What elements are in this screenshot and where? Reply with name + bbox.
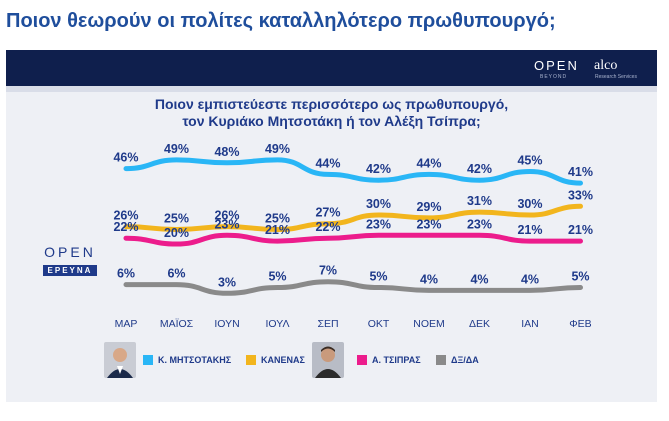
- x-tick-label-2: ΙΟΥΝ: [214, 318, 239, 330]
- data-label-kanenas-4: 27%: [315, 206, 340, 220]
- data-label-kanenas-9: 33%: [568, 188, 593, 202]
- data-label-mitsotakis-9: 41%: [568, 165, 593, 179]
- alco-logo-sub: Research Services: [595, 74, 637, 80]
- x-tick-label-0: ΜΑΡ: [115, 318, 138, 330]
- data-label-mitsotakis-0: 46%: [113, 151, 138, 165]
- data-label-kanenas-5: 30%: [366, 197, 391, 211]
- data-label-mitsotakis-6: 44%: [416, 156, 441, 170]
- data-label-tsipras-7: 23%: [467, 217, 492, 231]
- mitsotakis-photo: [104, 342, 136, 378]
- panel-header-bar: [6, 50, 657, 86]
- x-tick-label-4: ΣΕΠ: [317, 318, 338, 330]
- series-line-dkda: [123, 279, 583, 296]
- data-label-dkda-3: 5%: [268, 270, 286, 284]
- data-label-mitsotakis-7: 42%: [467, 162, 492, 176]
- open-erevna-logo: OPEN ΕΡΕΥΝΑ: [40, 244, 100, 278]
- open-erevna-logo-text: OPEN: [44, 244, 96, 260]
- data-label-tsipras-6: 23%: [416, 217, 441, 231]
- data-label-tsipras-0: 22%: [113, 220, 138, 234]
- series-line-tsipras: [123, 232, 583, 247]
- series-line-kanenas: [123, 203, 583, 233]
- data-label-dkda-7: 4%: [470, 272, 488, 286]
- data-label-kanenas-8: 30%: [517, 197, 542, 211]
- data-label-tsipras-3: 21%: [265, 223, 290, 237]
- data-label-dkda-1: 6%: [167, 267, 185, 281]
- legend-label-dkda: ΔΞ/ΔΑ: [451, 355, 479, 365]
- data-label-mitsotakis-3: 49%: [265, 142, 290, 156]
- page-title: Ποιον θεωρούν οι πολίτες καταλληλότερο π…: [6, 10, 556, 32]
- panel-header-stripe: [6, 86, 657, 92]
- data-label-tsipras-9: 21%: [568, 223, 593, 237]
- data-label-tsipras-2: 23%: [214, 217, 239, 231]
- chart-legend: Κ. ΜΗΤΣΟΤΑΚΗΣ ΚΑΝΕΝΑΣ Α. ΤΣΙΠΡΑΣ ΔΞ/ΔΑ: [0, 340, 669, 380]
- open-beyond-logo: OPEN: [534, 58, 579, 73]
- data-label-kanenas-3: 25%: [265, 212, 290, 226]
- data-label-tsipras-8: 21%: [517, 223, 542, 237]
- data-label-mitsotakis-2: 48%: [214, 145, 239, 159]
- chart-title: Ποιον εμπιστεύεστε περισσότερο ως πρωθυπ…: [154, 96, 509, 112]
- chart-subtitle: τον Κυριάκο Μητσοτάκη ή τον Αλέξη Τσίπρα…: [182, 113, 481, 129]
- x-tick-label-9: ΦΕΒ: [569, 318, 591, 330]
- data-label-dkda-8: 4%: [521, 272, 539, 286]
- legend-label-mitsotakis: Κ. ΜΗΤΣΟΤΑΚΗΣ: [158, 355, 232, 365]
- x-tick-label-3: ΙΟΥΛ: [266, 318, 290, 330]
- data-label-kanenas-2: 26%: [214, 209, 239, 223]
- series-line-mitsotakis: [123, 157, 583, 186]
- data-label-mitsotakis-4: 44%: [315, 156, 340, 170]
- x-tick-label-7: ΔΕΚ: [469, 318, 490, 330]
- data-label-tsipras-4: 22%: [315, 220, 340, 234]
- legend-swatch-kanenas: [246, 355, 256, 365]
- data-label-tsipras-5: 23%: [366, 217, 391, 231]
- legend-label-tsipras: Α. ΤΣΙΠΡΑΣ: [372, 355, 421, 365]
- alco-logo: alco: [594, 58, 618, 73]
- x-tick-label-5: ΟΚΤ: [368, 318, 390, 330]
- data-label-mitsotakis-8: 45%: [517, 154, 542, 168]
- legend-item-dkda: ΔΞ/ΔΑ: [436, 355, 479, 365]
- data-label-kanenas-0: 26%: [113, 209, 138, 223]
- x-tick-label-1: ΜΑΪΟΣ: [160, 318, 194, 330]
- open-beyond-logo-sub: BEYOND: [540, 74, 568, 80]
- legend-swatch-mitsotakis: [143, 355, 153, 365]
- legend-item-kanenas: ΚΑΝΕΝΑΣ: [246, 355, 305, 365]
- legend-label-kanenas: ΚΑΝΕΝΑΣ: [261, 355, 305, 365]
- data-label-kanenas-6: 29%: [416, 200, 441, 214]
- data-label-kanenas-1: 25%: [164, 212, 189, 226]
- data-label-mitsotakis-5: 42%: [366, 162, 391, 176]
- data-label-kanenas-7: 31%: [467, 194, 492, 208]
- data-label-tsipras-1: 20%: [164, 226, 189, 240]
- data-label-dkda-0: 6%: [117, 267, 135, 281]
- data-label-dkda-4: 7%: [319, 264, 337, 278]
- legend-swatch-tsipras: [357, 355, 367, 365]
- x-tick-label-6: ΝΟΕΜ: [413, 318, 445, 330]
- data-label-dkda-2: 3%: [218, 275, 236, 289]
- x-tick-label-8: ΙΑΝ: [521, 318, 539, 330]
- legend-item-tsipras: Α. ΤΣΙΠΡΑΣ: [357, 355, 421, 365]
- legend-item-mitsotakis: Κ. ΜΗΤΣΟΤΑΚΗΣ: [143, 355, 231, 365]
- data-label-mitsotakis-1: 49%: [164, 142, 189, 156]
- data-label-dkda-5: 5%: [369, 270, 387, 284]
- data-label-dkda-9: 5%: [571, 270, 589, 284]
- legend-swatch-dkda: [436, 355, 446, 365]
- open-erevna-badge: ΕΡΕΥΝΑ: [42, 265, 98, 276]
- tsipras-photo: [312, 342, 344, 378]
- data-label-dkda-6: 4%: [420, 272, 438, 286]
